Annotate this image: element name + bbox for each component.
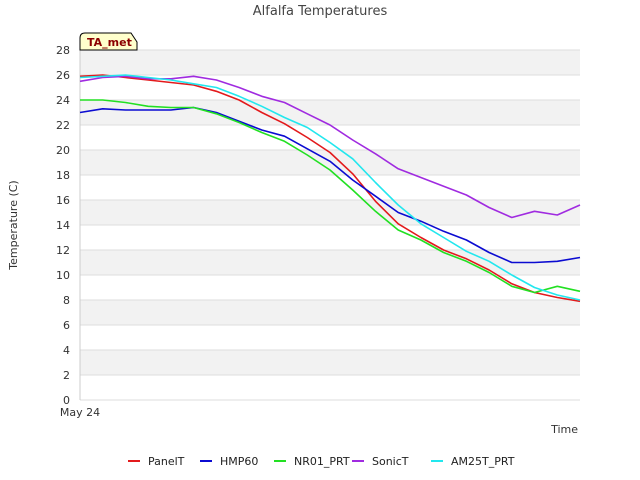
series-line-nr01-prt	[80, 99, 581, 294]
grid-band	[80, 50, 580, 75]
y-tick-label: 8	[63, 294, 70, 307]
grid-band	[80, 200, 580, 225]
x-axis-label: Time	[550, 423, 578, 436]
grid-band	[80, 100, 580, 125]
grid-band	[80, 150, 580, 175]
y-tick-label: 26	[56, 69, 70, 82]
legend-label: NR01_PRT	[294, 455, 350, 468]
y-tick-label: 28	[56, 44, 70, 57]
badge-box	[79, 32, 138, 51]
grid-band	[80, 275, 580, 300]
y-tick-label: 14	[56, 219, 70, 232]
legend: PanelT HMP60 NR01_PRT SonicT AM25T_PRT	[128, 455, 515, 468]
y-tick-label: 10	[56, 269, 70, 282]
badge-text: TA_met	[87, 36, 132, 49]
y-tick-label: 24	[56, 94, 70, 107]
y-tick-label: 4	[63, 344, 70, 357]
grid-band	[80, 350, 580, 375]
series-lines	[79, 74, 581, 303]
y-tick-label: 20	[56, 144, 70, 157]
y-tick-label: 0	[63, 394, 70, 407]
y-tick-label: 16	[56, 194, 70, 207]
y-tick-label: 12	[56, 244, 70, 257]
grid-band	[80, 175, 580, 200]
grid-band	[80, 225, 580, 250]
y-tick-label: 2	[63, 369, 70, 382]
y-tick-label: 6	[63, 319, 70, 332]
grid-band	[80, 250, 580, 275]
ta-met-badge: TA_met	[79, 32, 138, 51]
grid-band	[80, 300, 580, 325]
legend-label: SonicT	[372, 455, 409, 468]
gridlines	[79, 49, 580, 401]
grid-bands	[80, 50, 580, 400]
series-line-hmp60	[79, 106, 581, 264]
y-axis-label: Temperature (C)	[7, 180, 20, 270]
y-tick-label: 18	[56, 169, 70, 182]
grid-band	[80, 125, 580, 150]
y-tick-label: 22	[56, 119, 70, 132]
series-line-panelt	[79, 74, 581, 303]
legend-label: HMP60	[220, 455, 258, 468]
legend-label: AM25T_PRT	[451, 455, 515, 468]
grid-band	[80, 325, 580, 350]
series-line-am25t-prt	[79, 74, 581, 301]
legend-label: PanelT	[148, 455, 185, 468]
grid-band	[80, 375, 580, 400]
chart-title: Alfalfa Temperatures	[253, 4, 388, 19]
x-tick-label: May 24	[60, 406, 100, 419]
